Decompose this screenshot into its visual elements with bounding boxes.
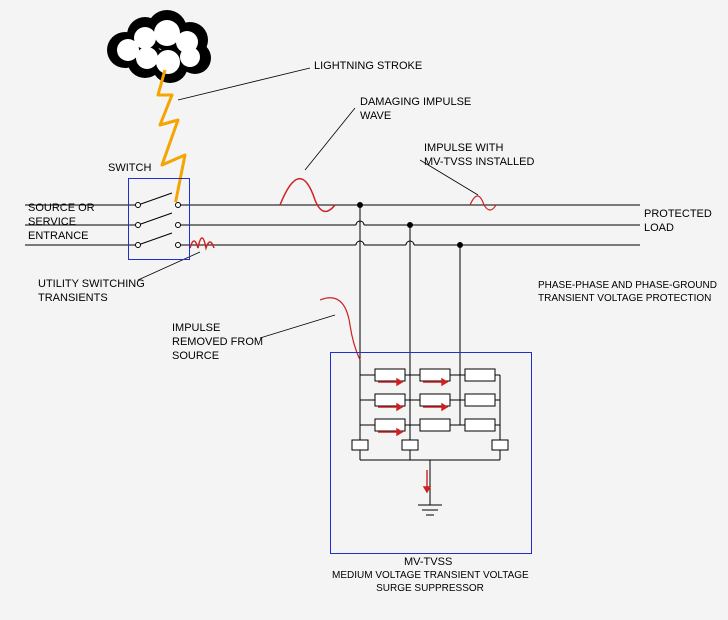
lightning-label: LIGHTNING STROKE [314,60,422,74]
source-label: SOURCE OR SERVICE ENTRANCE [28,202,95,243]
impulse-installed-label: IMPULSE WITH MV-TVSS INSTALLED [424,142,534,170]
removed-label: IMPULSE REMOVED FROM SOURCE [172,322,263,363]
switch-box [128,178,190,260]
mvtvss-box [330,352,532,554]
damaging-label: DAMAGING IMPULSE WAVE [360,96,471,124]
phase-label: PHASE-PHASE AND PHASE-GROUND TRANSIENT V… [538,280,717,305]
utility-label: UTILITY SWITCHING TRANSIENTS [38,278,145,306]
switch-label: SWITCH [108,162,151,176]
mvtvss-title: MV-TVSS [404,556,452,570]
protected-label: PROTECTED LOAD [644,208,712,236]
mvtvss-sub: MEDIUM VOLTAGE TRANSIENT VOLTAGE SURGE S… [332,570,528,595]
diagram-canvas: { "labels": { "lightning": "LIGHTNING ST… [0,0,728,620]
